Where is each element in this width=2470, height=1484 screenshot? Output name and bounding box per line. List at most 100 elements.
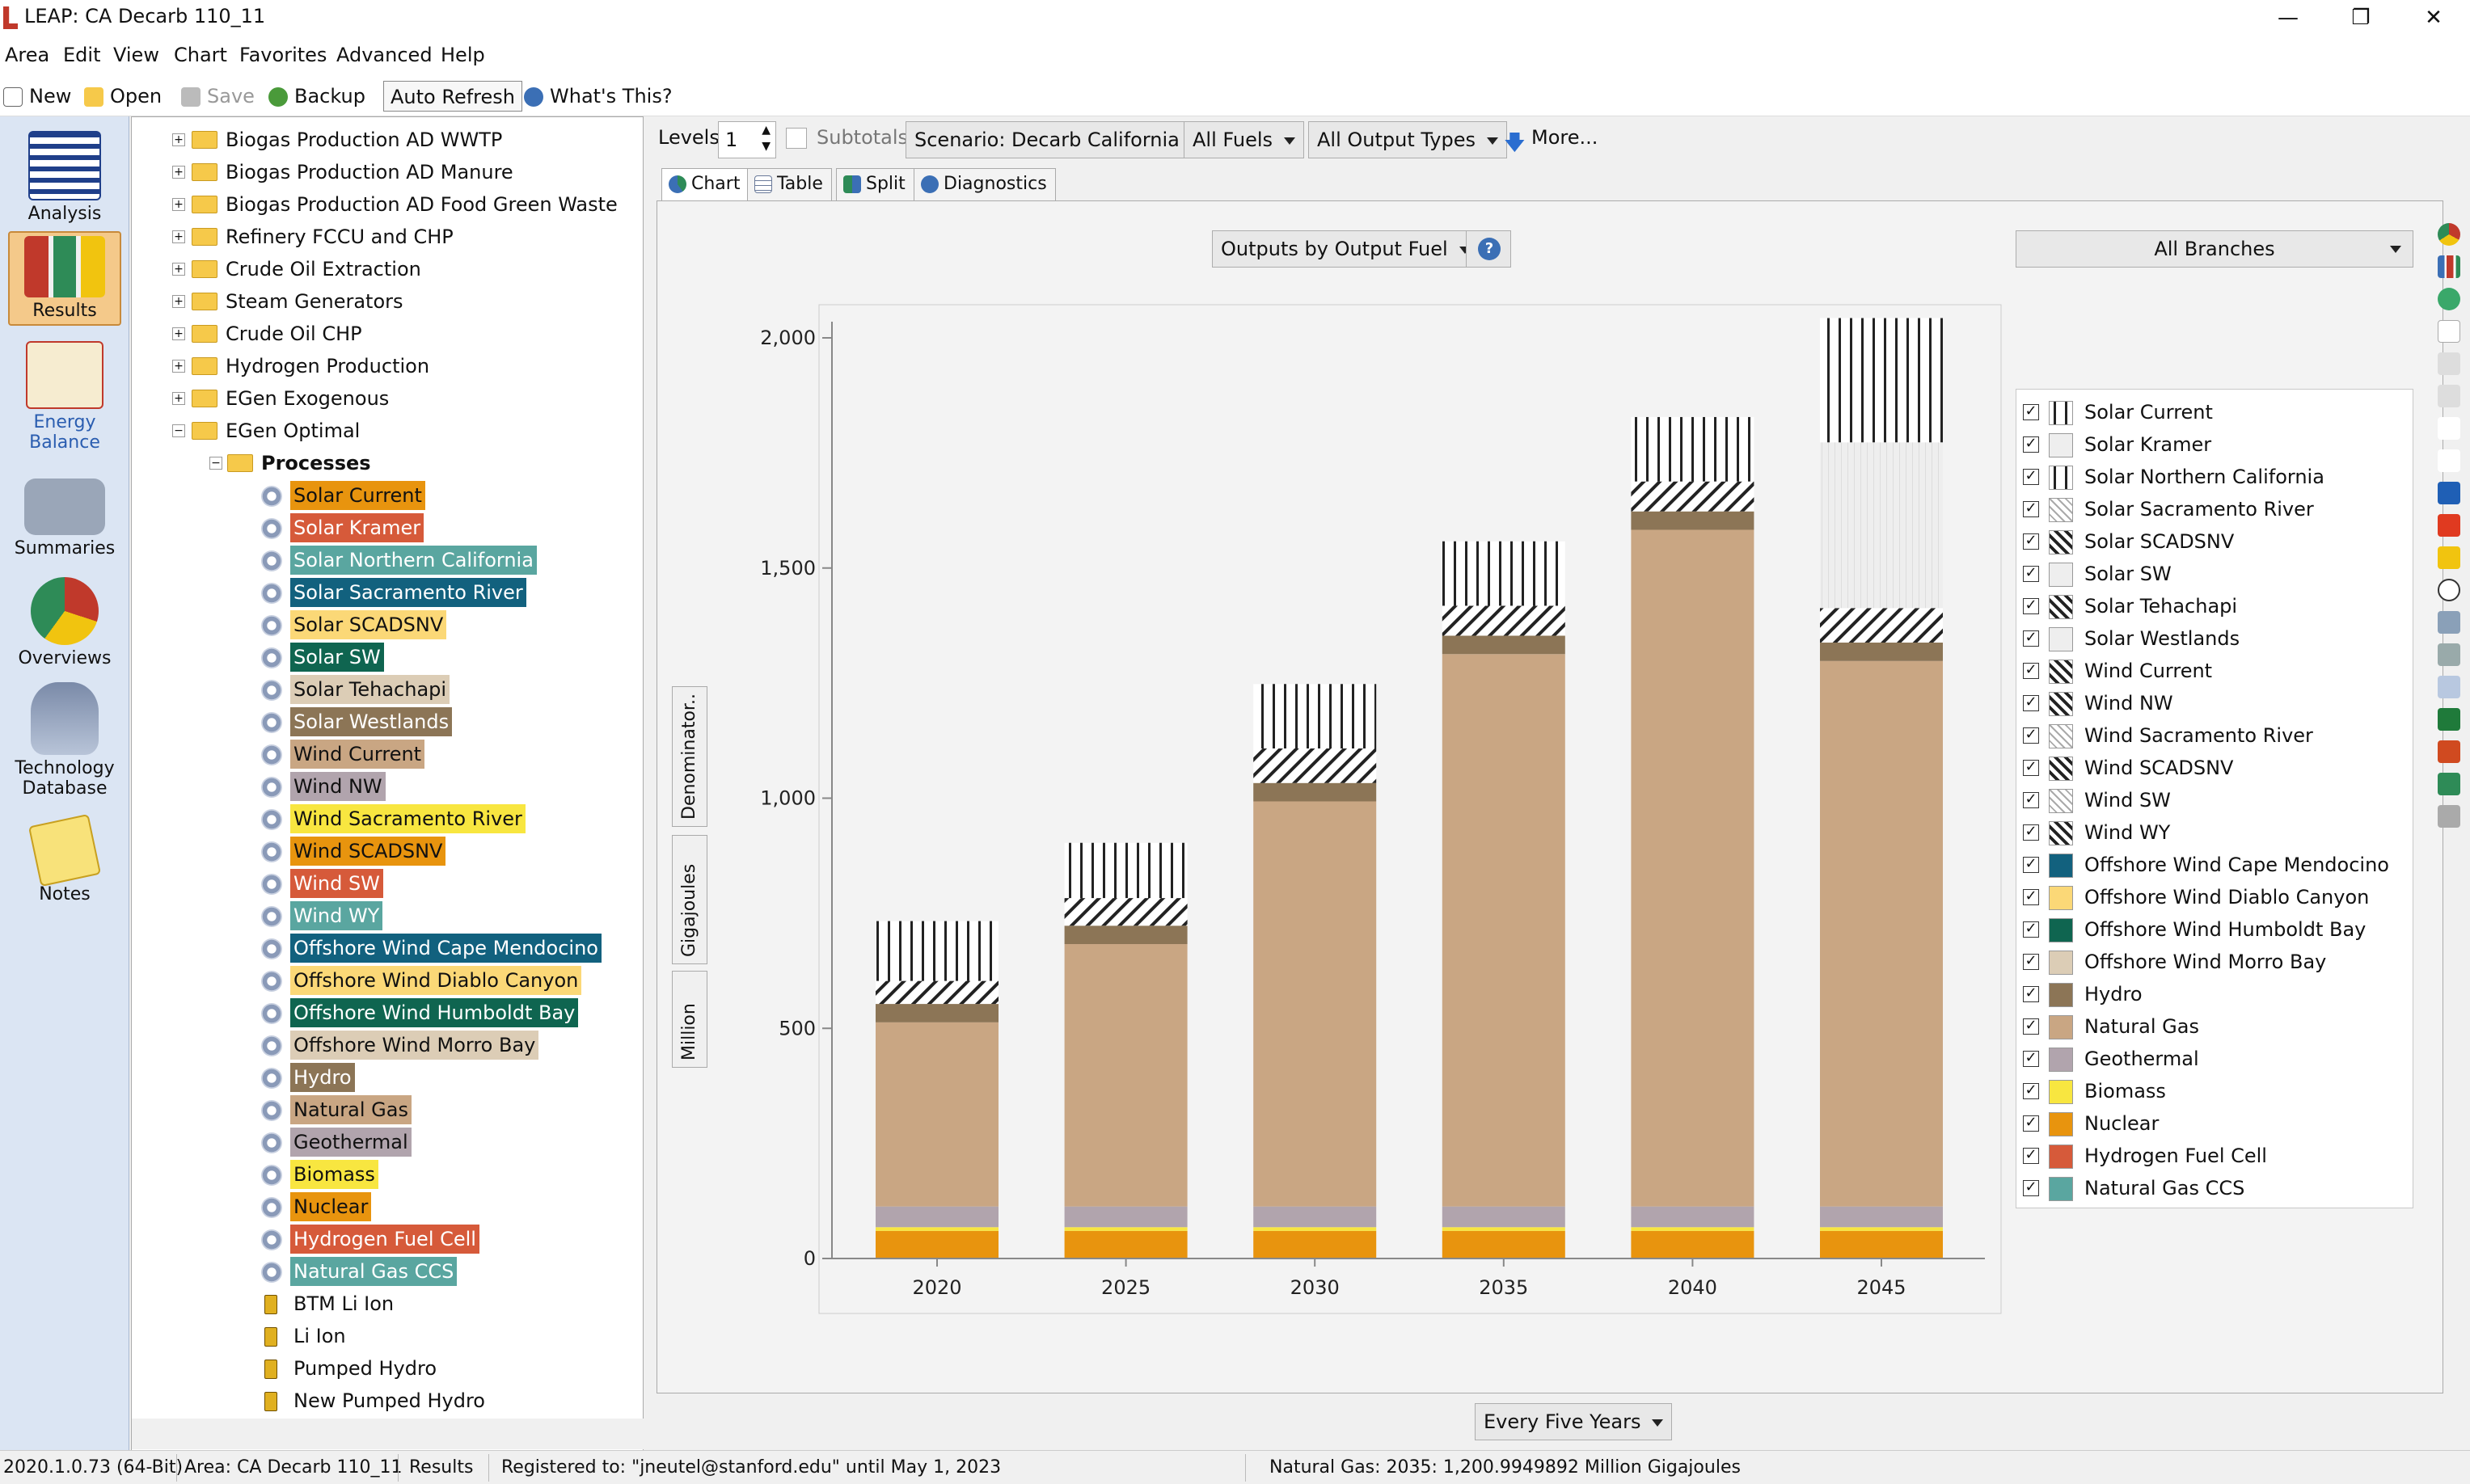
legend-item[interactable]: ✓ Wind Current [2016, 655, 2413, 687]
menu-area[interactable]: Area [5, 44, 50, 66]
bar-segment[interactable] [1442, 1230, 1565, 1258]
legend-checkbox[interactable]: ✓ [2023, 469, 2039, 485]
expand-icon[interactable]: + [172, 295, 185, 308]
nav-summaries[interactable]: Summaries [8, 479, 121, 559]
outputs-by-dropdown[interactable]: Outputs by Output Fuel [1212, 230, 1480, 268]
bar-segment[interactable] [1253, 748, 1377, 783]
save-button[interactable]: Save [179, 81, 255, 112]
legend-checkbox[interactable]: ✓ [2023, 630, 2039, 647]
bar-segment[interactable] [1064, 898, 1188, 926]
bar-segment[interactable] [1820, 1206, 1943, 1228]
bar-segment[interactable] [876, 1004, 999, 1022]
vtab-gigajoules[interactable]: Gigajoules [672, 835, 707, 964]
subtotals-checkbox[interactable] [786, 128, 807, 149]
legend-checkbox[interactable]: ✓ [2023, 436, 2039, 453]
grid-icon[interactable] [2438, 514, 2460, 537]
legend-item[interactable]: ✓ Hydrogen Fuel Cell [2016, 1140, 2413, 1172]
fuels-dropdown[interactable]: All Fuels [1184, 121, 1305, 158]
bar-segment[interactable] [1442, 541, 1565, 606]
legend-checkbox[interactable]: ✓ [2023, 986, 2039, 1002]
legend-checkbox[interactable]: ✓ [2023, 921, 2039, 938]
bar-segment[interactable] [1631, 1230, 1754, 1258]
legend-checkbox[interactable]: ✓ [2023, 1115, 2039, 1132]
bar-segment[interactable] [1253, 801, 1377, 1207]
nav-overviews[interactable]: Overviews [8, 577, 121, 668]
legend-checkbox[interactable]: ✓ [2023, 1018, 2039, 1035]
collapse-icon[interactable]: − [172, 424, 185, 437]
bar-segment[interactable] [1820, 608, 1943, 643]
pie-chart-icon[interactable] [2438, 223, 2460, 246]
legend-checkbox[interactable]: ✓ [2023, 598, 2039, 614]
menu-edit[interactable]: Edit [63, 44, 101, 66]
map-icon[interactable] [2438, 288, 2460, 310]
menu-help[interactable]: Help [441, 44, 485, 66]
legend-checkbox[interactable]: ✓ [2023, 824, 2039, 841]
tab-chart[interactable]: Chart [661, 168, 749, 200]
bar-segment[interactable] [1064, 1206, 1188, 1228]
legend-checkbox[interactable]: ✓ [2023, 501, 2039, 517]
vtab-million[interactable]: Million [672, 971, 707, 1068]
bar-segment[interactable] [1442, 605, 1565, 636]
wrench-icon[interactable] [2438, 805, 2460, 828]
bar-segment[interactable] [1064, 925, 1188, 945]
help-button[interactable]: ? [1466, 230, 1511, 268]
legend-checkbox[interactable]: ✓ [2023, 1051, 2039, 1067]
expand-icon[interactable]: + [172, 263, 185, 276]
backup-button[interactable]: Backup [267, 81, 365, 112]
bar-segment[interactable] [1631, 529, 1754, 1207]
vtab-denominator[interactable]: Denominator.. [672, 686, 707, 827]
nav-results[interactable]: Results [8, 231, 121, 326]
bar-segment[interactable] [1064, 1227, 1188, 1231]
legend-checkbox[interactable]: ✓ [2023, 792, 2039, 808]
legend-item[interactable]: ✓ Offshore Wind Cape Mendocino [2016, 849, 2413, 881]
legend-checkbox[interactable]: ✓ [2023, 760, 2039, 776]
bar-segment[interactable] [1253, 684, 1377, 748]
bar-segment[interactable] [1820, 1227, 1943, 1231]
bar-segment[interactable] [1820, 660, 1943, 1207]
legend-item[interactable]: ✓ Solar Sacramento River [2016, 493, 2413, 525]
3d-icon[interactable] [2438, 320, 2460, 343]
menu-favorites[interactable]: Favorites [239, 44, 327, 66]
font-decrease-icon[interactable] [2438, 449, 2460, 472]
legend-item[interactable]: ✓ Wind Sacramento River [2016, 719, 2413, 752]
expand-icon[interactable]: + [172, 392, 185, 405]
chart-options-icon[interactable] [2438, 482, 2460, 504]
zoom-icon[interactable] [2438, 579, 2460, 601]
bar-segment[interactable] [1631, 481, 1754, 512]
legend-item[interactable]: ✓ Offshore Wind Humboldt Bay [2016, 913, 2413, 946]
bar-segment[interactable] [876, 980, 999, 1005]
bar-chart-icon[interactable] [2438, 255, 2460, 278]
legend-checkbox[interactable]: ✓ [2023, 695, 2039, 711]
bar-segment[interactable] [876, 1206, 999, 1228]
bar-segment[interactable] [876, 921, 999, 981]
bar-segment[interactable] [1253, 1227, 1377, 1231]
tab-table[interactable]: Table [747, 168, 832, 200]
font-increase-icon[interactable] [2438, 417, 2460, 440]
legend-item[interactable]: ✓ Solar Current [2016, 396, 2413, 428]
legend-item[interactable]: ✓ Natural Gas CCS [2016, 1172, 2413, 1204]
legend-item[interactable]: ✓ Nuclear [2016, 1107, 2413, 1140]
print-icon[interactable] [2438, 643, 2460, 666]
more-button[interactable]: 🡇 More... [1504, 126, 1598, 155]
legend-item[interactable]: ✓ Solar Northern California [2016, 461, 2413, 493]
legend-item[interactable]: ✓ Wind NW [2016, 687, 2413, 719]
interval-dropdown[interactable]: Every Five Years [1475, 1403, 1673, 1440]
legend-item[interactable]: ✓ Solar SCADSNV [2016, 525, 2413, 558]
bar-segment[interactable] [1442, 635, 1565, 655]
nav-notes[interactable]: Notes [8, 813, 121, 904]
expand-icon[interactable]: + [172, 360, 185, 373]
bar-segment[interactable] [876, 1227, 999, 1231]
legend-checkbox[interactable]: ✓ [2023, 566, 2039, 582]
legend-item[interactable]: ✓ Solar SW [2016, 558, 2413, 590]
restore-button[interactable]: ❐ [2351, 6, 2371, 30]
legend-item[interactable]: ✓ Wind SW [2016, 784, 2413, 816]
menu-view[interactable]: View [113, 44, 159, 66]
bar-segment[interactable] [1253, 1206, 1377, 1228]
collapse-icon[interactable]: − [209, 457, 222, 470]
bar-segment[interactable] [1064, 944, 1188, 1207]
powerpoint-icon[interactable] [2438, 740, 2460, 763]
bar-segment[interactable] [1253, 782, 1377, 802]
bar-segment[interactable] [1631, 1206, 1754, 1228]
bar-segment[interactable] [1064, 842, 1188, 899]
legend-checkbox[interactable]: ✓ [2023, 533, 2039, 550]
